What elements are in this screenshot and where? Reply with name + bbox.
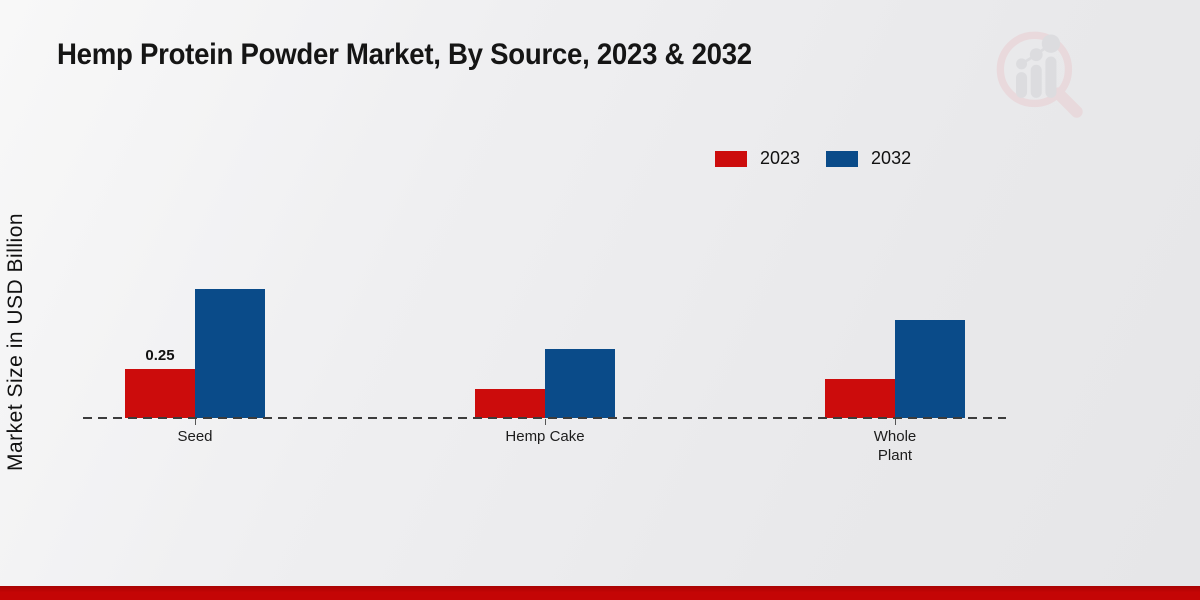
- bar-2032-seed: [195, 289, 265, 418]
- x-axis-tick: [545, 419, 546, 425]
- market-research-future-logo-icon: [996, 31, 1083, 118]
- category-label-seed: Seed: [177, 428, 213, 445]
- data-label-2023-seed: 0.25: [145, 347, 175, 364]
- chart-legend: 2023 2032: [715, 148, 911, 169]
- legend-label-2023: 2023: [760, 148, 801, 168]
- bar-2032-hemp-cake: [545, 349, 615, 418]
- footer-accent-bar: [0, 586, 1200, 600]
- legend-item-2023: 2023: [715, 148, 800, 169]
- category-label-hemp-cake: Hemp Cake: [505, 428, 585, 445]
- legend-label-2032: 2032: [871, 148, 912, 168]
- bar-2032-whole-plant: [895, 320, 965, 418]
- x-axis-tick: [195, 419, 196, 425]
- legend-swatch-2023: [715, 150, 747, 167]
- bar-2023-hemp-cake: [475, 389, 545, 418]
- bar-2023-seed: [125, 369, 195, 418]
- legend-item-2032: 2032: [826, 148, 911, 169]
- legend-swatch-2032: [826, 150, 859, 167]
- x-axis-baseline: [83, 417, 1006, 419]
- category-label-whole-plant: Whole Plant: [873, 428, 917, 464]
- chart-title: Hemp Protein Powder Market, By Source, 2…: [57, 38, 752, 71]
- bar-2023-whole-plant: [825, 379, 895, 418]
- x-axis-tick: [895, 419, 896, 425]
